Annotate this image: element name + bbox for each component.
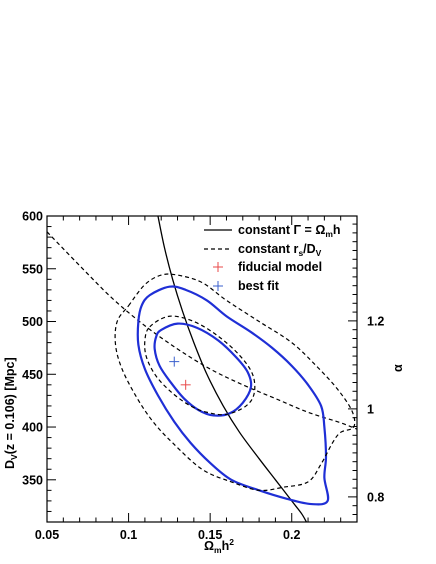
plot-frame: [46, 215, 358, 523]
y-tick-label: 350: [22, 473, 43, 487]
series-contour-blue-2: [136, 285, 330, 506]
right-axis-title: α: [391, 364, 405, 372]
legend-label-best-fit: best fit: [238, 279, 280, 293]
x-tick-label: 0.15: [198, 528, 222, 542]
y-tick-label: 400: [22, 421, 43, 435]
legend-entry-constant-gamma: constant Γ = Ωmh: [204, 223, 341, 239]
x-tick-label: 0.05: [35, 528, 59, 542]
x-tick-label: 0.1: [120, 528, 137, 542]
y-axis-title: DV(z = 0.106) [Mpc]: [3, 357, 19, 469]
series-contour-dashed-4: [114, 273, 356, 492]
y-tick-label: 500: [22, 315, 43, 329]
right-tick-label: 1: [367, 402, 374, 416]
legend: constant Γ = Ωmh constant rs/DV fiducial…: [204, 223, 341, 293]
series-contour-blue-3: [153, 322, 253, 417]
legend-entry-best-fit: best fit: [213, 279, 280, 293]
legend-marker-best-fit: [213, 281, 223, 291]
tick-layer: 0.05 0.1 0.15 0.2 350 400 450 500 550 600 0.8 1 1.2: [22, 210, 384, 543]
y-tick-label: 550: [22, 262, 43, 276]
y-tick-label: 600: [22, 210, 43, 224]
x-axis-title: Ωmh2: [204, 537, 234, 555]
legend-label-constant-gamma: constant Γ = Ωmh: [238, 223, 341, 239]
legend-entry-fiducial-model: fiducial model: [213, 260, 322, 274]
legend-label-fiducial-model: fiducial model: [238, 260, 322, 274]
marker-layer: [169, 356, 191, 390]
legend-marker-fiducial: [213, 262, 223, 272]
legend-entry-constant-rs-dv: constant rs/DV: [204, 242, 322, 258]
series-layer: [47, 216, 357, 522]
marker-fiducial-model: [180, 379, 191, 390]
right-tick-label: 1.2: [367, 314, 384, 328]
legend-label-constant-rs-dv: constant rs/DV: [238, 242, 322, 258]
series-dashed-black-1: [47, 231, 357, 430]
right-tick-label: 0.8: [367, 490, 384, 504]
x-tick-label: 0.2: [283, 528, 300, 542]
marker-best-fit: [169, 356, 180, 367]
y-tick-label: 450: [22, 368, 43, 382]
